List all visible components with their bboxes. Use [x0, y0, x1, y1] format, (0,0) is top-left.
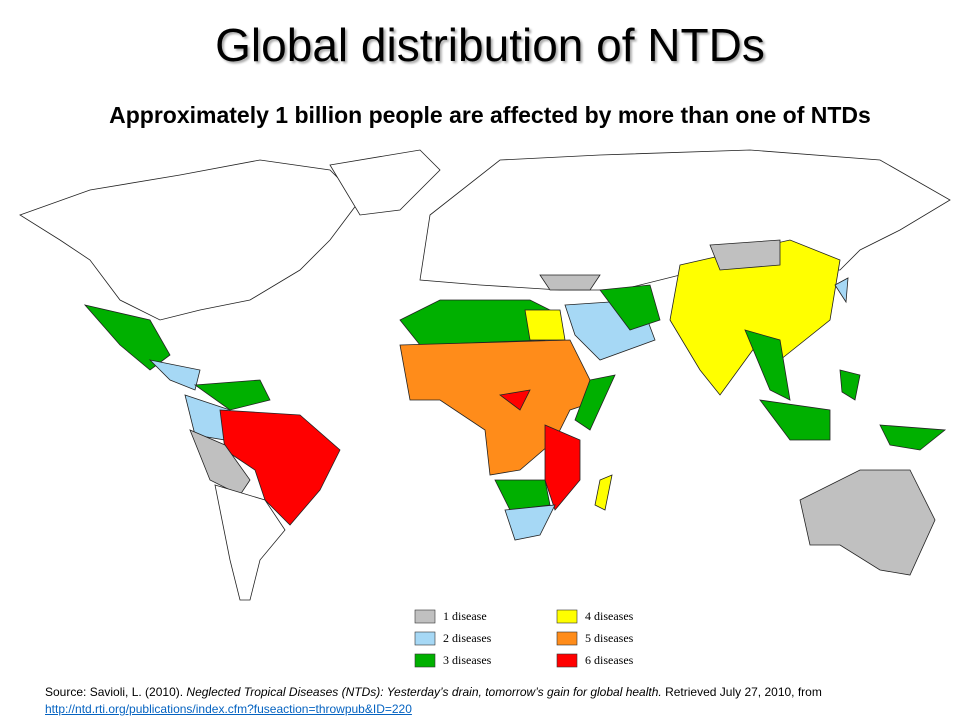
source-link[interactable]: http://ntd.rti.org/publications/index.cf… — [45, 702, 412, 716]
region — [148, 359, 201, 391]
source-prefix: Source: Savioli, L. (2010). — [45, 685, 187, 699]
region — [759, 399, 831, 441]
region — [524, 309, 566, 341]
legend-label: 4 diseases — [585, 609, 634, 623]
region — [879, 424, 947, 451]
region — [799, 469, 936, 576]
region — [544, 424, 581, 511]
legend-swatch — [556, 609, 578, 624]
legend-swatch — [556, 653, 578, 668]
region — [839, 369, 861, 401]
legend-label: 3 diseases — [443, 653, 492, 667]
world-map: 1 disease 2 diseases 3 diseases 4 diseases 5… — [19, 149, 951, 668]
legend-swatch — [414, 609, 436, 624]
legend-swatch — [414, 653, 436, 668]
subtitle: Approximately 1 billion people are affec… — [109, 102, 871, 128]
legend-label: 1 disease — [443, 609, 487, 623]
region — [19, 159, 361, 321]
region — [499, 389, 531, 411]
region — [574, 374, 616, 431]
legend-label: 6 diseases — [585, 653, 634, 667]
region — [744, 329, 791, 401]
region — [599, 284, 661, 331]
map-regions — [19, 149, 951, 601]
region — [834, 277, 849, 304]
region — [219, 409, 341, 526]
legend-swatch — [556, 631, 578, 646]
source-title: Neglected Tropical Diseases (NTDs): Yest… — [186, 685, 662, 699]
legend-label: 2 diseases — [443, 631, 492, 645]
region — [709, 239, 781, 271]
source-suffix: Retrieved July 27, 2010, from — [661, 685, 822, 699]
region — [214, 484, 286, 601]
title: Global distribution of NTDs — [215, 19, 765, 71]
region — [193, 379, 271, 411]
legend-swatch — [414, 631, 436, 646]
legend-label: 5 diseases — [585, 631, 634, 645]
region — [594, 474, 613, 511]
legend: 1 disease 2 diseases 3 diseases 4 diseases 5… — [414, 609, 634, 668]
region — [494, 479, 551, 511]
region — [504, 504, 556, 541]
region — [329, 149, 441, 216]
source: Source: Savioli, L. (2010). Neglected Tr… — [45, 684, 822, 718]
region — [539, 274, 601, 291]
region — [189, 429, 251, 496]
